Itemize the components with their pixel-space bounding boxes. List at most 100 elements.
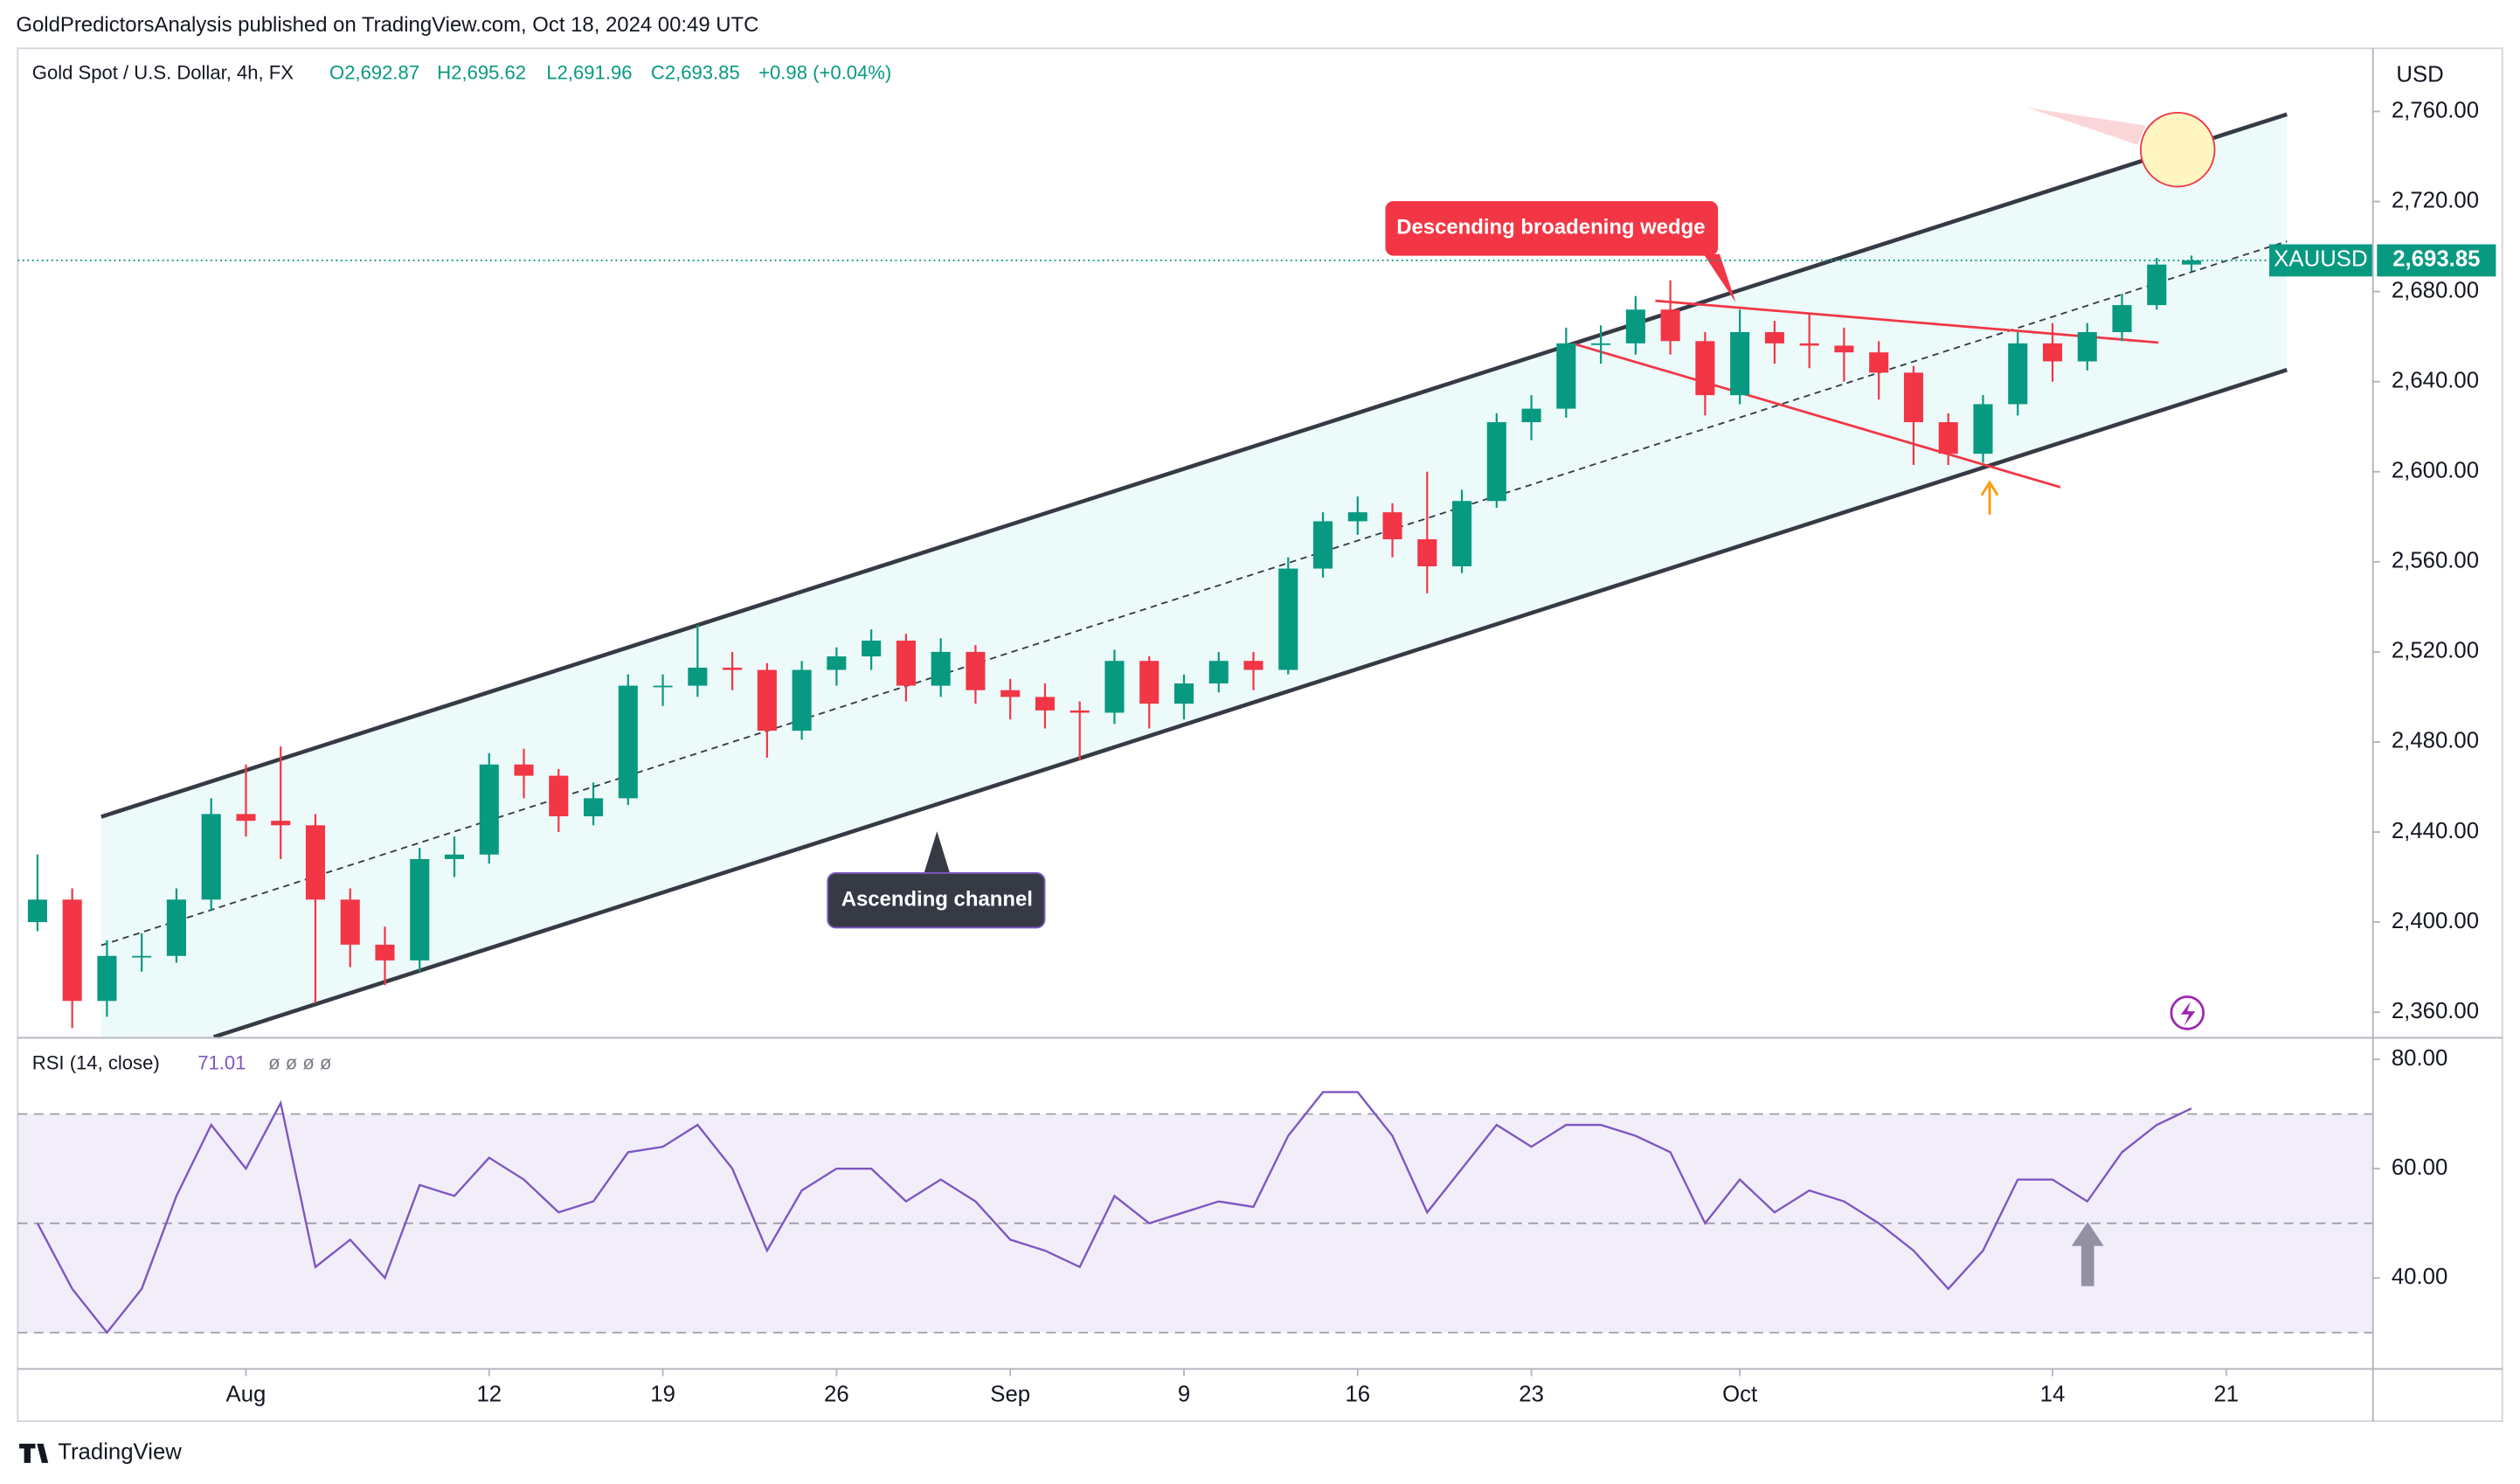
candle-body: [1660, 309, 1680, 342]
candle-body: [931, 651, 951, 686]
candle-body: [792, 669, 812, 732]
y-tick-label: 40.00: [2392, 1265, 2447, 1289]
channel-mid: [100, 240, 2288, 947]
x-tick-label: 9: [1178, 1382, 1190, 1406]
candle-body: [479, 764, 499, 855]
candle-body: [1869, 352, 1889, 373]
candle-body: [1382, 512, 1402, 540]
candle-body: [132, 955, 152, 958]
candle-body: [549, 775, 569, 816]
y-tick-label: 2,760.00: [2392, 98, 2479, 122]
wedge-lower: [1575, 343, 2061, 489]
y-tick-label: 2,360.00: [2392, 999, 2479, 1023]
lightning: [2180, 1002, 2196, 1026]
y-tick-label: 2,440.00: [2392, 819, 2479, 843]
frame: [17, 47, 2503, 1423]
candle-body: [410, 858, 430, 960]
y-tick-label: 2,720.00: [2392, 188, 2479, 212]
lightning-icon[interactable]: [2170, 995, 2205, 1030]
ohlc-close: C2,693.85: [651, 62, 740, 84]
candle-body: [305, 825, 326, 900]
candle-body: [1591, 343, 1611, 345]
channel-lower: [212, 368, 2288, 1037]
candle-body: [1000, 690, 1021, 697]
candle-body: [966, 651, 986, 690]
x-tick-label: 12: [476, 1382, 502, 1406]
candle-body: [1104, 661, 1125, 713]
candle-body: [827, 656, 847, 670]
candle-body: [375, 944, 395, 960]
candle-body: [1452, 501, 1472, 566]
candle-body: [514, 764, 534, 776]
price-tag-label: 2,693.85: [2392, 247, 2480, 272]
x-tick-label: 21: [2213, 1382, 2239, 1406]
candle-body: [1312, 521, 1333, 569]
candle-body: [62, 899, 82, 1002]
symbol-tag: [2269, 244, 2372, 277]
candle-body: [2112, 305, 2132, 333]
candle-body: [236, 814, 256, 822]
orange-arrow: [1980, 480, 1999, 515]
x-tick-label: 14: [2040, 1382, 2066, 1406]
pink-arrow: [2028, 107, 2146, 145]
x-tick-label: Sep: [990, 1382, 1030, 1406]
candle-body: [1070, 710, 1090, 713]
y-tick-label: 2,480.00: [2392, 729, 2479, 753]
price-tag: [2377, 244, 2496, 277]
candle-body: [1938, 422, 1958, 454]
x-tick-label: Aug: [226, 1382, 267, 1406]
candle-body: [1521, 408, 1541, 423]
candles: [27, 255, 2202, 1029]
x-tick-label: 23: [1519, 1382, 1544, 1406]
candle-body: [618, 685, 638, 799]
candle-body: [1973, 404, 1993, 454]
candle-body: [2042, 343, 2063, 362]
candle-body: [1834, 345, 1854, 353]
symbol: Gold Spot / U.S. Dollar, 4h, FX: [32, 62, 294, 84]
candle-body: [584, 798, 604, 816]
candle-body: [1764, 332, 1784, 343]
candle-body: [1347, 512, 1367, 522]
candle-body: [1625, 309, 1645, 343]
candle-body: [1556, 343, 1576, 409]
candle-body: [723, 667, 743, 670]
candle-body: [2077, 332, 2097, 362]
rsi-value: 71.01: [197, 1052, 246, 1074]
candle-body: [2181, 260, 2202, 265]
candle-body: [97, 955, 117, 1002]
gray-arrow: [2071, 1222, 2104, 1286]
candle-body: [201, 814, 221, 900]
candle-body: [166, 899, 186, 956]
y-tick-label: 2,400.00: [2392, 909, 2479, 933]
ohlc-low: L2,691.96: [546, 62, 632, 84]
y-tick-label: 2,520.00: [2392, 639, 2479, 663]
target-circle: [2140, 112, 2216, 188]
candle-body: [862, 641, 882, 657]
brand: TradingView: [58, 1440, 182, 1465]
candle-body: [1799, 343, 1819, 346]
currency-button[interactable]: [2381, 56, 2462, 95]
y-tick-label: 2,640.00: [2392, 368, 2479, 392]
candle-body: [896, 641, 916, 686]
candle-body: [653, 685, 673, 688]
annotation: Ascending channel: [841, 887, 1033, 911]
candle-body: [444, 854, 465, 859]
candle-body: [1903, 372, 1923, 423]
x-tick-label: 19: [650, 1382, 675, 1406]
wedge-upper: [1655, 299, 2159, 344]
candle-body: [1417, 539, 1437, 566]
candle-body: [1486, 422, 1506, 502]
y-tick-label: 2,600.00: [2392, 459, 2479, 483]
candle-body: [1695, 341, 1715, 396]
x-tick-label: Oct: [1722, 1382, 1757, 1406]
candle-body: [1035, 697, 1055, 711]
y-tick-label: 60.00: [2392, 1155, 2447, 1180]
candle-body: [1278, 568, 1298, 670]
candle-body: [271, 821, 291, 826]
x-tick-label: 16: [1345, 1382, 1370, 1406]
publisher: GoldPredictorsAnalysis published on Trad…: [16, 13, 758, 37]
candle-body: [1208, 661, 1229, 683]
channel-upper: [100, 112, 2288, 819]
annotation: Descending broadening wedge: [1396, 216, 1705, 239]
